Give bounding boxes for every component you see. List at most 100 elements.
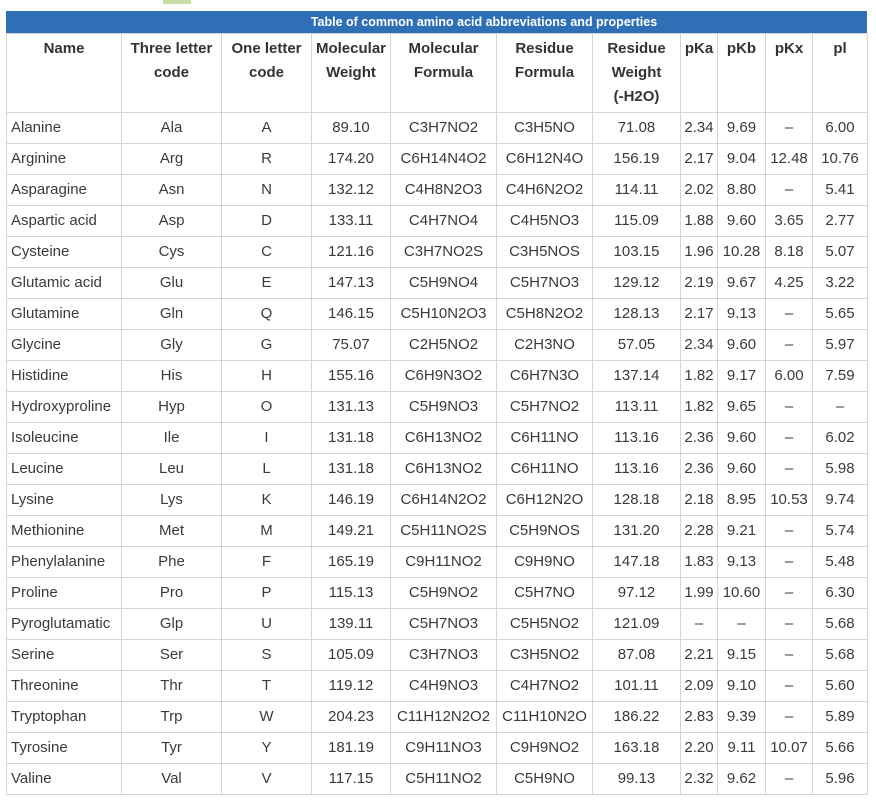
cell-one-letter-code: F: [221, 546, 312, 578]
cell-residue-formula: C2H3NO: [496, 329, 593, 361]
table-row: Leucine Leu L 131.18 C6H13NO2 C6H11NO 113.16 2.…: [6, 453, 868, 485]
cell-molecular-formula: C11H12N2O2: [390, 701, 497, 733]
cell-pkx: –: [765, 577, 813, 609]
cell-residue-weight: 121.09: [592, 608, 681, 640]
cell-pi: 5.68: [812, 639, 868, 671]
cell-residue-weight: 114.11: [592, 174, 681, 206]
table-row: Asparagine Asn N 132.12 C4H8N2O3 C4H6N2O2 114.…: [6, 174, 868, 206]
cell-pi: 3.22: [812, 267, 868, 299]
cell-residue-formula: C6H11NO: [496, 453, 593, 485]
cell-residue-formula: C11H10N2O: [496, 701, 593, 733]
table-row: Isoleucine Ile I 131.18 C6H13NO2 C6H11NO 113.1…: [6, 422, 868, 454]
cell-pkb: 9.15: [717, 639, 766, 671]
cell-one-letter-code: L: [221, 453, 312, 485]
cell-residue-weight: 57.05: [592, 329, 681, 361]
cell-molecular-formula: C9H11NO2: [390, 546, 497, 578]
cell-name: Proline: [6, 577, 122, 609]
cell-one-letter-code: N: [221, 174, 312, 206]
cell-pi: 7.59: [812, 360, 868, 392]
table-row: Glutamic acid Glu E 147.13 C5H9NO4 C5H7NO3 129…: [6, 267, 868, 299]
cell-molecular-weight: 105.09: [311, 639, 391, 671]
cell-one-letter-code: T: [221, 670, 312, 702]
cell-pkx: 12.48: [765, 143, 813, 175]
cell-three-letter-code: Tyr: [121, 732, 222, 764]
cell-one-letter-code: P: [221, 577, 312, 609]
cell-three-letter-code: Glp: [121, 608, 222, 640]
cell-pka: 1.82: [680, 391, 718, 423]
cell-pka: 2.17: [680, 298, 718, 330]
cell-name: Cysteine: [6, 236, 122, 268]
cell-pkb: –: [717, 608, 766, 640]
cell-molecular-formula: C4H9NO3: [390, 670, 497, 702]
cell-one-letter-code: I: [221, 422, 312, 454]
cell-pka: 2.34: [680, 112, 718, 144]
cell-pkb: 9.11: [717, 732, 766, 764]
cell-molecular-weight: 115.13: [311, 577, 391, 609]
cell-name: Threonine: [6, 670, 122, 702]
amino-acid-table: Name Three letter code One letter code Mol…: [6, 33, 868, 795]
cell-pkx: –: [765, 422, 813, 454]
cell-name: Pyroglutamatic: [6, 608, 122, 640]
cell-residue-weight: 101.11: [592, 670, 681, 702]
cell-pkx: –: [765, 546, 813, 578]
table-row: Pyroglutamatic Glp U 139.11 C5H7NO3 C5H5NO2 12…: [6, 608, 868, 640]
cell-molecular-weight: 155.16: [311, 360, 391, 392]
cell-molecular-formula: C3H7NO2S: [390, 236, 497, 268]
cell-three-letter-code: Glu: [121, 267, 222, 299]
cell-molecular-formula: C9H11NO3: [390, 732, 497, 764]
cell-name: Tyrosine: [6, 732, 122, 764]
cell-molecular-formula: C4H8N2O3: [390, 174, 497, 206]
cell-pkx: 10.07: [765, 732, 813, 764]
cell-three-letter-code: Gln: [121, 298, 222, 330]
cell-three-letter-code: Arg: [121, 143, 222, 175]
cell-one-letter-code: Q: [221, 298, 312, 330]
cell-pkb: 9.04: [717, 143, 766, 175]
cell-pkb: 9.60: [717, 329, 766, 361]
cell-three-letter-code: Gly: [121, 329, 222, 361]
cell-molecular-weight: 149.21: [311, 515, 391, 547]
cell-residue-formula: C5H9NO: [496, 763, 593, 795]
cell-pka: 1.99: [680, 577, 718, 609]
cell-one-letter-code: W: [221, 701, 312, 733]
cell-residue-weight: 97.12: [592, 577, 681, 609]
cell-one-letter-code: R: [221, 143, 312, 175]
cell-molecular-weight: 132.12: [311, 174, 391, 206]
cell-residue-weight: 103.15: [592, 236, 681, 268]
cell-residue-weight: 186.22: [592, 701, 681, 733]
cell-pka: 2.18: [680, 484, 718, 516]
cell-three-letter-code: Asn: [121, 174, 222, 206]
cell-pkb: 8.80: [717, 174, 766, 206]
cell-molecular-weight: 131.18: [311, 453, 391, 485]
cell-pka: 2.32: [680, 763, 718, 795]
col-header-residue-formula: Residue Formula: [496, 33, 593, 113]
table-row: Arginine Arg R 174.20 C6H14N4O2 C6H12N4O 156.1…: [6, 143, 868, 175]
table-row: Glutamine Gln Q 146.15 C5H10N2O3 C5H8N2O2 128.…: [6, 298, 868, 330]
table-row: Valine Val V 117.15 C5H11NO2 C5H9NO 99.13 2.32 9…: [6, 763, 868, 795]
table-row: Proline Pro P 115.13 C5H9NO2 C5H7NO 97.12 1.99 1…: [6, 577, 868, 609]
cell-pkx: –: [765, 174, 813, 206]
cell-molecular-weight: 131.13: [311, 391, 391, 423]
cell-residue-formula: C3H5NOS: [496, 236, 593, 268]
cell-pka: 2.20: [680, 732, 718, 764]
table-caption: Table of common amino acid abbreviations…: [6, 11, 867, 33]
table-row: Aspartic acid Asp D 133.11 C4H7NO4 C4H5NO3 115…: [6, 205, 868, 237]
cell-one-letter-code: M: [221, 515, 312, 547]
cell-three-letter-code: Lys: [121, 484, 222, 516]
cell-three-letter-code: Thr: [121, 670, 222, 702]
cell-pi: 6.02: [812, 422, 868, 454]
cell-residue-formula: C9H9NO2: [496, 732, 593, 764]
cell-pkb: 10.28: [717, 236, 766, 268]
cell-residue-weight: 113.16: [592, 453, 681, 485]
cell-pi: 6.00: [812, 112, 868, 144]
cell-residue-weight: 99.13: [592, 763, 681, 795]
cell-residue-formula: C6H12N4O: [496, 143, 593, 175]
table-row: Histidine His H 155.16 C6H9N3O2 C6H7N3O 137.14…: [6, 360, 868, 392]
cell-pi: 10.76: [812, 143, 868, 175]
col-header-name: Name: [6, 33, 122, 113]
cell-three-letter-code: Hyp: [121, 391, 222, 423]
cell-pka: 2.21: [680, 639, 718, 671]
cell-name: Leucine: [6, 453, 122, 485]
cell-molecular-weight: 181.19: [311, 732, 391, 764]
col-header-molecular-formula: Molecular Formula: [390, 33, 497, 113]
col-header-three-letter: Three letter code: [121, 33, 222, 113]
